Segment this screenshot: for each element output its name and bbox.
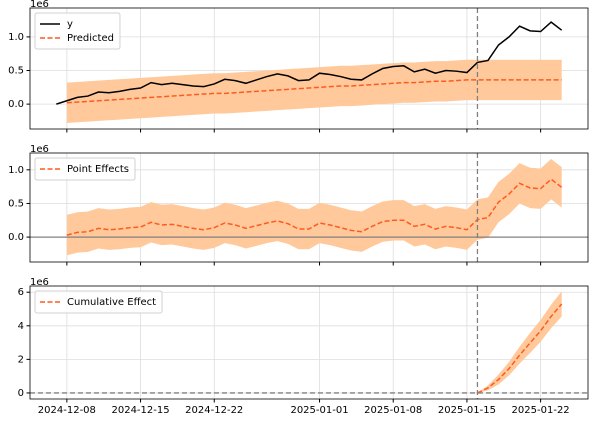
series-line bbox=[66, 79, 562, 104]
legend-box bbox=[34, 157, 136, 181]
x-tick-label: 2025-01-15 bbox=[438, 405, 496, 416]
y-tick-label: 4 bbox=[18, 321, 24, 332]
y-tick-label: 0.5 bbox=[8, 198, 24, 209]
legend-label: y bbox=[67, 19, 73, 30]
y-tick-label: 2 bbox=[18, 354, 24, 365]
y-tick-label: 0.0 bbox=[8, 99, 24, 110]
panel: 0.0 0.5 1.0 1e6 Point Effects bbox=[8, 144, 589, 266]
y-tick-label: 0 bbox=[18, 388, 24, 399]
y-tick-label: 1.0 bbox=[8, 165, 24, 176]
y-tick-label: 1.0 bbox=[8, 32, 24, 43]
axes-frame bbox=[29, 285, 589, 400]
interval-band bbox=[66, 59, 562, 123]
y-tick-label: 6 bbox=[18, 287, 24, 298]
plot bbox=[30, 159, 588, 256]
x-tick-label: 2025-01-01 bbox=[290, 405, 348, 416]
panel: 2024-12-08 2024-12-15 2024-12-22 2025-01-01… bbox=[18, 277, 589, 416]
plot bbox=[56, 21, 563, 123]
legend-label: Cumulative Effect bbox=[67, 297, 156, 308]
x-tick-label: 2024-12-08 bbox=[38, 405, 96, 416]
x-tick-label: 2025-01-08 bbox=[364, 405, 422, 416]
x-tick-label: 2024-12-22 bbox=[185, 405, 243, 416]
offset-label: 1e6 bbox=[30, 144, 49, 155]
legend: Cumulative Effect bbox=[34, 290, 163, 314]
panel: 0.0 0.5 1.0 1e6 y Predicted bbox=[8, 0, 589, 133]
series-line bbox=[477, 303, 563, 394]
legend: y Predicted bbox=[34, 12, 121, 50]
offset-label: 1e6 bbox=[30, 0, 49, 10]
offset-label: 1e6 bbox=[30, 277, 49, 288]
legend-label: Predicted bbox=[67, 33, 114, 44]
interval-band bbox=[477, 291, 562, 393]
x-tick-label: 2025-01-22 bbox=[512, 405, 570, 416]
plot bbox=[30, 291, 588, 394]
legend-box bbox=[34, 12, 121, 50]
axes-frame bbox=[29, 152, 589, 263]
interval-band bbox=[66, 159, 562, 256]
x-tick-label: 2024-12-15 bbox=[111, 405, 169, 416]
legend-label: Point Effects bbox=[67, 164, 129, 175]
axes-frame bbox=[29, 7, 589, 130]
legend-box bbox=[34, 290, 163, 314]
series-line bbox=[56, 21, 563, 105]
legend: Point Effects bbox=[34, 157, 136, 181]
y-tick-label: 0.5 bbox=[8, 66, 24, 77]
y-tick-label: 0.0 bbox=[8, 232, 24, 243]
series-line bbox=[66, 178, 563, 236]
